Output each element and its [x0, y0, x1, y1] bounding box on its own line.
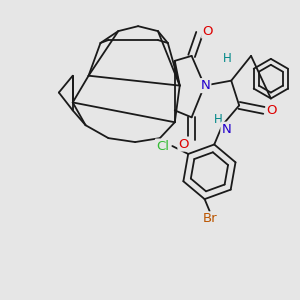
Text: H: H	[214, 113, 223, 126]
Text: O: O	[202, 25, 213, 38]
Text: N: N	[201, 79, 210, 92]
Text: H: H	[223, 52, 232, 65]
Text: N: N	[221, 123, 231, 136]
Text: Cl: Cl	[156, 140, 169, 152]
Text: Br: Br	[202, 212, 217, 225]
Text: O: O	[267, 104, 277, 117]
Text: O: O	[178, 138, 189, 151]
